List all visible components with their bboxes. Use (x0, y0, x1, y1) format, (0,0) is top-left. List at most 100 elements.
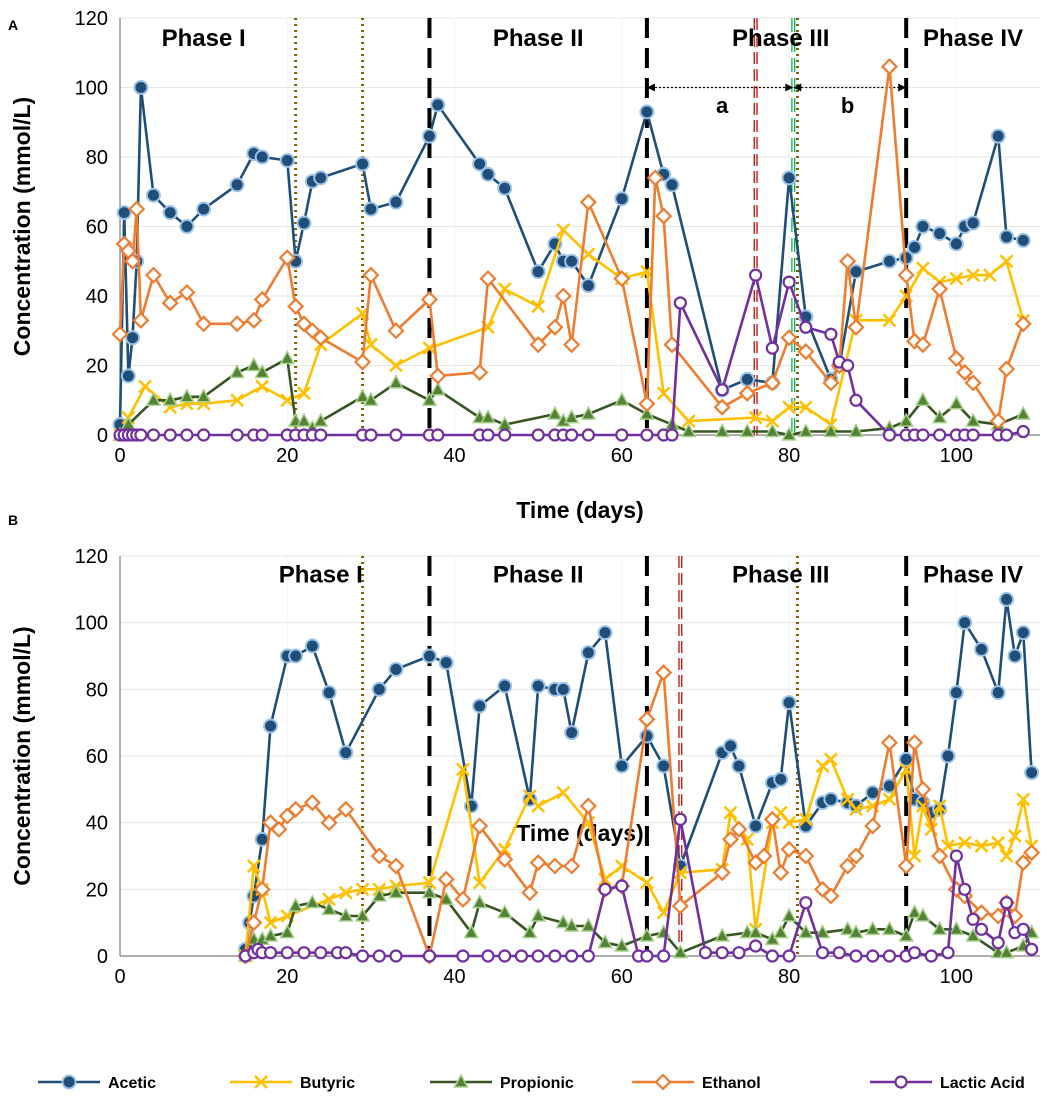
x-tick-label: 100 (940, 966, 973, 988)
data-point-propionic (639, 927, 655, 942)
data-point-acetic (472, 698, 488, 714)
data-point-acetic (965, 215, 981, 231)
data-point-lactic-acid (134, 428, 148, 442)
data-point-ethanol (420, 290, 439, 309)
data-point-acetic (1015, 625, 1031, 641)
data-point-propionic (388, 884, 404, 899)
x-tick-label: 60 (611, 966, 633, 988)
data-point-acetic (990, 128, 1006, 144)
data-point-propionic (354, 388, 371, 403)
x-tick-label: 20 (276, 966, 298, 988)
data-point-ethanol (128, 200, 146, 218)
data-point-acetic (823, 791, 839, 807)
data-point-lactic-acid (314, 428, 328, 442)
data-point-acetic (497, 678, 513, 694)
data-point-butyric (949, 271, 964, 286)
data-point-ethanol (931, 280, 949, 298)
data-point-ethanol (864, 817, 882, 835)
data-point-ethanol (1014, 854, 1032, 872)
data-point-ethanol (755, 847, 773, 865)
y-tick-label: 0 (97, 946, 108, 968)
data-point-ethanol (780, 329, 798, 347)
data-point-ethanol (897, 857, 915, 875)
series-butyric (238, 752, 1039, 963)
data-point-lactic-acid (849, 949, 863, 963)
data-point-propionic (739, 422, 756, 438)
x-tick-label: 100 (940, 445, 973, 467)
data-point-acetic (580, 645, 596, 661)
data-point-lactic-acid (180, 428, 194, 442)
data-point-ethanol (772, 864, 790, 882)
data-point-propionic (915, 907, 931, 922)
data-point-butyric (531, 799, 546, 813)
data-point-acetic (656, 758, 672, 774)
data-point-butyric (472, 875, 487, 890)
data-point-acetic (304, 638, 320, 654)
legend-marker-butyric (254, 1075, 268, 1089)
data-point-lactic-acid (815, 946, 830, 960)
data-point-acetic (162, 205, 178, 221)
data-point-propionic (931, 409, 948, 424)
data-point-propionic (229, 363, 245, 379)
data-point-ethanol (646, 169, 664, 187)
data-point-acetic (948, 236, 964, 252)
data-point-lactic-acid (197, 428, 211, 442)
data-point-acetic (116, 205, 132, 221)
data-point-propionic (430, 381, 446, 396)
data-point-ethanol (989, 907, 1007, 925)
data-point-acetic (555, 681, 571, 697)
arrow-head-right (785, 83, 794, 92)
data-point-lactic-acid (907, 946, 922, 960)
data-point-butyric (322, 892, 336, 907)
data-point-ethanol (479, 270, 497, 288)
data-point-propionic (781, 907, 797, 922)
phase-label: Phase III (732, 25, 829, 52)
data-point-acetic (1015, 232, 1031, 248)
data-point-propionic (480, 409, 496, 424)
data-point-acetic (639, 104, 655, 120)
data-point-propionic (672, 944, 689, 959)
data-point-ethanol (880, 58, 899, 76)
data-point-propionic (998, 944, 1015, 959)
data-point-acetic (430, 97, 446, 113)
data-point-ethanol (529, 336, 547, 354)
data-point-butyric (581, 247, 596, 262)
data-point-propionic (597, 934, 613, 949)
data-point-butyric (338, 885, 353, 900)
phase-label: Phase II (493, 562, 584, 589)
data-point-lactic-acid (456, 949, 470, 963)
data-point-ethanol (563, 857, 581, 875)
x-axis-title: Time (days) (516, 497, 643, 523)
legend-marker-propionic (453, 1073, 469, 1088)
data-point-propionic (262, 927, 279, 942)
legend-item-acetic: Acetic (38, 1074, 156, 1092)
data-point-ethanol (123, 252, 142, 270)
data-point-butyric (138, 379, 152, 394)
data-point-propionic (421, 391, 438, 406)
data-point-ethanol (387, 857, 405, 875)
data-point-ethanol (546, 857, 564, 875)
data-point-acetic (133, 80, 149, 95)
panel-label: B (8, 512, 18, 528)
arrow-head-left (793, 83, 802, 92)
data-point-ethanol (337, 800, 355, 818)
data-point-ethanol (613, 270, 631, 288)
data-point-lactic-acid (531, 949, 545, 963)
data-point-lactic-acid (640, 428, 654, 442)
data-point-ethanol (1014, 315, 1032, 333)
data-point-acetic (313, 170, 329, 186)
data-point-acetic (731, 758, 747, 774)
data-point-lactic-acid (916, 428, 930, 442)
data-point-ethanol (303, 794, 321, 812)
data-point-lactic-acid (824, 327, 838, 341)
legend-label: Acetic (108, 1075, 156, 1092)
data-point-ethanol (111, 325, 129, 343)
data-point-propionic (145, 391, 162, 406)
data-point-butyric (974, 839, 989, 853)
data-point-ethanol (579, 797, 597, 815)
data-point-acetic (990, 685, 1006, 701)
data-point-propionic (580, 917, 597, 932)
data-point-lactic-acid (673, 812, 687, 826)
chart-panel-a: 0 20 40 60 80 100 120 0 20 40 60 80 100 Concentration… (8, 8, 1040, 523)
series-lactic-acid (238, 812, 1039, 963)
